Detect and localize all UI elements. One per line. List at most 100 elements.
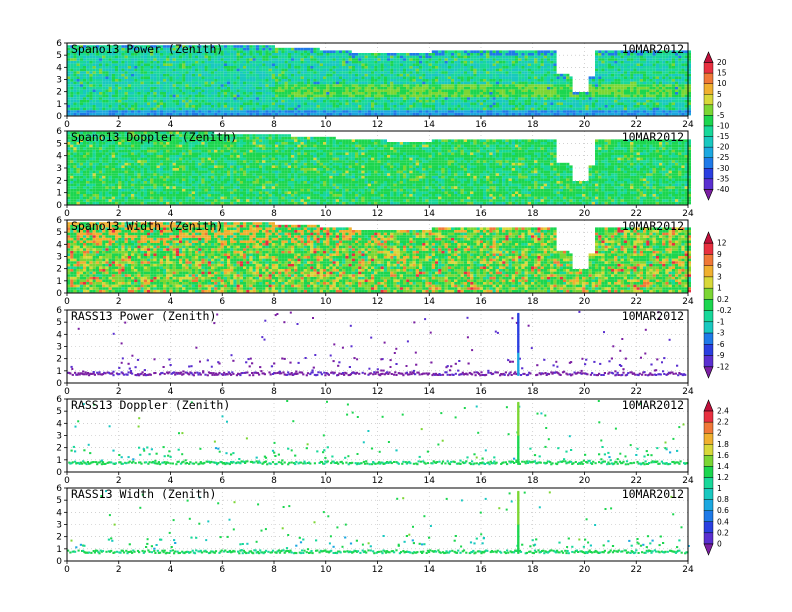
- data-cell: [195, 73, 199, 77]
- data-cell: [476, 79, 480, 82]
- data-cell: [182, 94, 186, 98]
- data-cell: [470, 110, 474, 113]
- data-cell: [463, 110, 467, 113]
- data-cell: [447, 76, 451, 79]
- data-cell: [255, 97, 259, 100]
- data-cell: [473, 66, 477, 69]
- data-cell: [652, 89, 656, 92]
- data-cell: [495, 105, 499, 108]
- data-cell: [214, 71, 218, 74]
- data-cell: [390, 99, 394, 103]
- data-cell: [406, 71, 410, 74]
- data-cell: [182, 81, 186, 85]
- data-cell: [179, 63, 183, 66]
- data-cell: [361, 86, 365, 90]
- data-cell: [550, 66, 554, 69]
- data-cell: [198, 68, 202, 72]
- data-cell: [278, 92, 282, 95]
- data-cell: [345, 97, 349, 100]
- data-cell: [537, 89, 541, 92]
- data-cell: [438, 60, 442, 64]
- data-cell: [361, 53, 365, 56]
- data-cell: [428, 55, 432, 59]
- data-cell: [291, 112, 295, 116]
- data-cell: [230, 66, 234, 69]
- data-cell: [121, 84, 125, 87]
- data-cell: [479, 99, 483, 103]
- data-cell: [435, 89, 439, 92]
- data-cell: [92, 84, 96, 87]
- data-cell: [246, 112, 250, 116]
- data-cell: [95, 58, 99, 61]
- data-cell: [636, 81, 640, 85]
- data-cell: [524, 105, 528, 108]
- data-cell: [364, 107, 368, 111]
- data-cell: [441, 81, 445, 85]
- data-cell: [217, 81, 221, 85]
- data-cell: [627, 97, 631, 100]
- data-cell: [483, 89, 487, 92]
- data-cell: [230, 53, 234, 56]
- data-cell: [259, 53, 263, 56]
- data-cell: [211, 58, 215, 61]
- data-cell: [623, 112, 627, 116]
- data-cell: [617, 86, 621, 90]
- data-cell: [86, 99, 90, 103]
- data-cell: [67, 191, 71, 194]
- data-cell: [377, 89, 381, 92]
- data-cell: [483, 107, 487, 111]
- data-cell: [604, 89, 608, 92]
- data-cell: [399, 86, 403, 90]
- data-cell: [617, 71, 621, 74]
- data-cell: [444, 63, 448, 66]
- data-cell: [607, 66, 611, 69]
- data-cell: [425, 92, 429, 95]
- data-cell: [476, 71, 480, 74]
- data-cell: [521, 92, 525, 95]
- data-cell: [406, 112, 410, 116]
- data-cell: [169, 66, 173, 69]
- data-cell: [278, 50, 282, 53]
- data-cell: [351, 99, 355, 103]
- data-cell: [137, 66, 141, 69]
- data-cell: [275, 76, 279, 79]
- data-cell: [476, 97, 480, 100]
- data-cell: [467, 66, 471, 69]
- data-cell: [521, 73, 525, 77]
- data-cell: [380, 110, 384, 113]
- data-cell: [476, 53, 480, 56]
- data-cell: [591, 92, 595, 95]
- data-cell: [617, 76, 621, 79]
- data-cell: [172, 71, 176, 74]
- data-cell: [358, 71, 362, 74]
- data-cell: [156, 63, 160, 66]
- data-cell: [380, 63, 384, 66]
- data-cell: [457, 99, 461, 103]
- data-cell: [447, 84, 451, 87]
- data-cell: [684, 68, 688, 72]
- data-cell: [636, 97, 640, 100]
- data-cell: [191, 55, 195, 59]
- data-cell: [159, 53, 163, 56]
- data-cell: [636, 99, 640, 103]
- data-cell: [79, 81, 83, 85]
- data-cell: [300, 89, 304, 92]
- data-cell: [537, 81, 541, 85]
- data-cell: [655, 76, 659, 79]
- data-cell: [278, 81, 282, 85]
- data-cell: [140, 102, 144, 105]
- data-cell: [607, 107, 611, 111]
- data-cell: [243, 73, 247, 77]
- data-cell: [649, 94, 653, 98]
- data-cell: [499, 99, 503, 103]
- data-cell: [479, 73, 483, 77]
- data-cell: [188, 81, 192, 85]
- data-cell: [124, 81, 128, 85]
- data-cell: [499, 97, 503, 100]
- data-cell: [153, 71, 157, 74]
- data-cell: [73, 81, 77, 85]
- data-cell: [454, 53, 458, 56]
- data-cell: [227, 79, 231, 82]
- data-cell: [243, 92, 247, 95]
- data-cell: [108, 81, 112, 85]
